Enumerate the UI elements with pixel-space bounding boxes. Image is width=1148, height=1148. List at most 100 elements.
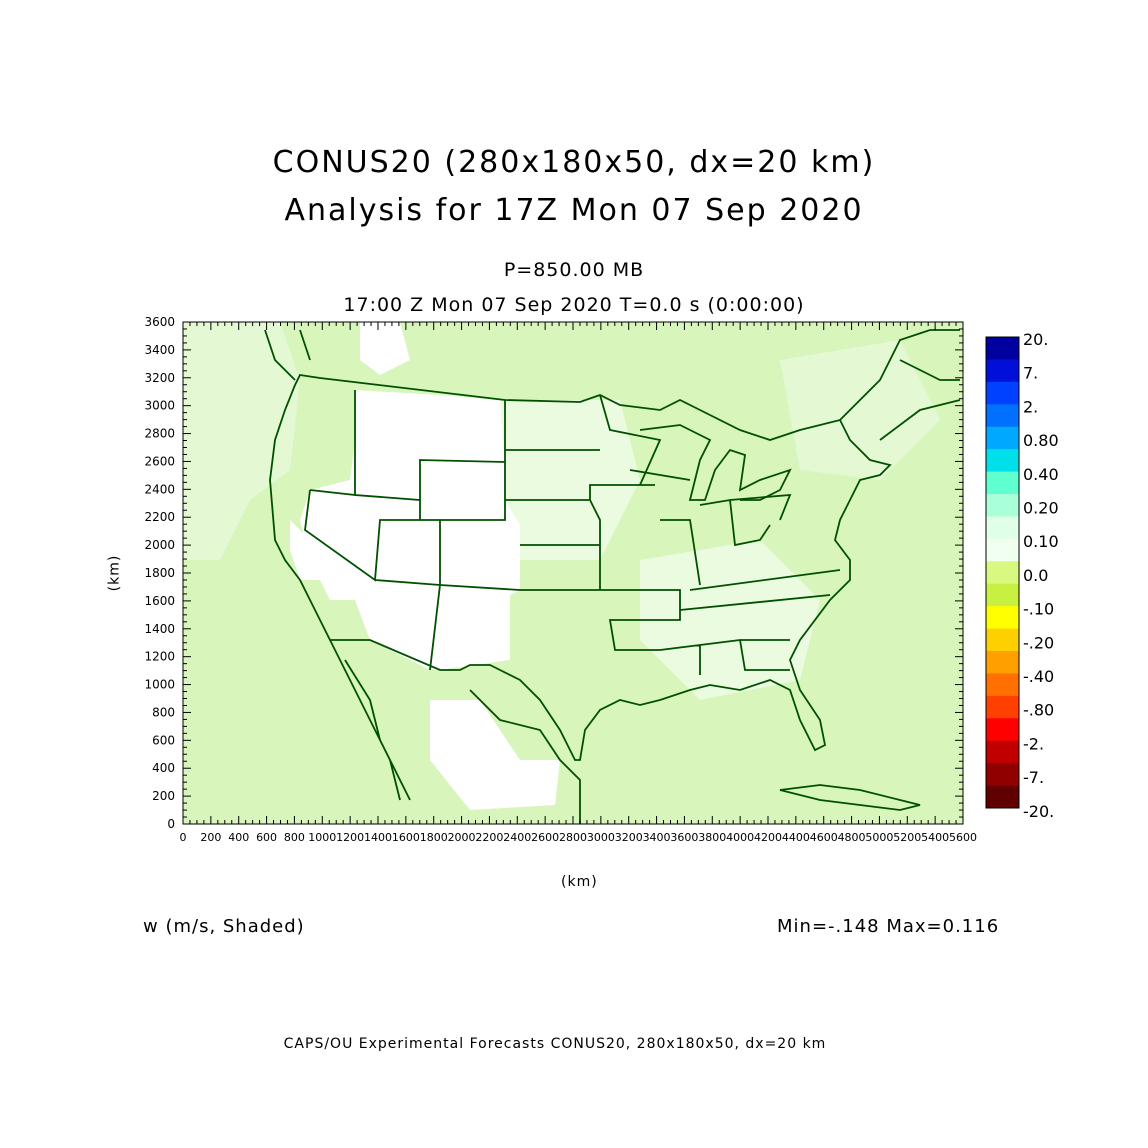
- colorbar-swatch: [986, 695, 1019, 719]
- x-tick-label: 2600: [531, 831, 559, 844]
- west-coast-north: [264, 329, 311, 381]
- x-tick-label: 4600: [810, 831, 838, 844]
- y-tick-label: 400: [152, 761, 175, 775]
- zero-region-ca: [290, 520, 320, 580]
- colorbar-swatch: [986, 740, 1019, 764]
- colorbar: 20. 7. 2. 0.80 0.40 0.20 0.10 0.0 -.10 -.20 -.40 -.…: [985, 330, 1059, 821]
- colorbar-swatch: [986, 583, 1019, 607]
- colorbar-label: 0.0: [1023, 566, 1048, 585]
- map-boundaries: [264, 329, 961, 824]
- x-tick-label: 1200: [336, 831, 364, 844]
- y-tick-label: 2400: [144, 482, 175, 496]
- colorbar-swatch: [986, 628, 1019, 652]
- colorbar-label: -7.: [1023, 768, 1044, 787]
- y-tick-label: 0: [167, 817, 175, 831]
- colorbar-label: -.80: [1023, 701, 1054, 720]
- colorbar-swatch: [986, 561, 1019, 585]
- colorbar-swatch: [986, 494, 1019, 517]
- min-max-label: Min=-.148 Max=0.116: [777, 916, 1000, 937]
- colorbar-label: 0.80: [1023, 431, 1059, 450]
- y-tick-label: 2200: [144, 510, 175, 524]
- valid-time: 17:00 Z Mon 07 Sep 2020 T=0.0 s (0:00:00…: [343, 294, 805, 316]
- x-tick-label: 3000: [587, 831, 615, 844]
- x-tick-label: 4400: [782, 831, 810, 844]
- field-patch: [780, 340, 940, 480]
- x-tick-label: 600: [256, 831, 277, 844]
- x-tick-label: 2800: [559, 831, 587, 844]
- y-tick-label: 1400: [144, 622, 175, 636]
- x-axis-label: (km): [561, 874, 598, 890]
- cuba: [779, 784, 921, 811]
- us-outline: [269, 374, 892, 761]
- colorbar-swatch: [986, 426, 1019, 450]
- colorbar-swatch: [986, 538, 1019, 562]
- colorbar-swatch: [986, 404, 1019, 428]
- colorbar-swatch: [986, 718, 1019, 742]
- colorbar-swatch: [986, 381, 1019, 405]
- axes: 0 200 400 600 800 1000 1200 1400 1600 1800 2000 220…: [144, 315, 977, 844]
- y-tick-label: 3600: [144, 315, 175, 329]
- colorbar-swatch: [986, 471, 1019, 495]
- y-tick-label: 3000: [144, 399, 175, 413]
- x-tick-label: 3800: [698, 831, 726, 844]
- colorbar-swatch: [986, 337, 1019, 360]
- x-tick-label: 400: [228, 831, 249, 844]
- y-tick-label: 800: [152, 705, 175, 719]
- colorbar-frame: [985, 336, 1020, 809]
- y-tick-label: 3400: [144, 343, 175, 357]
- state-lines: [304, 390, 841, 675]
- colorbar-label: 0.40: [1023, 465, 1059, 484]
- colorbar-swatch: [986, 449, 1019, 473]
- zero-region-north: [360, 322, 410, 375]
- colorbar-swatch: [986, 359, 1019, 383]
- x-tick-label: 3200: [615, 831, 643, 844]
- colorbar-label: -.20: [1023, 633, 1054, 652]
- canada-coast: [839, 329, 961, 441]
- colorbar-label: -.40: [1023, 667, 1054, 686]
- colorbar-label: -.10: [1023, 600, 1054, 619]
- colorbar-label: 7.: [1023, 364, 1038, 383]
- colorbar-label: -2.: [1023, 734, 1044, 753]
- x-tick-label: 1800: [420, 831, 448, 844]
- field-patch: [640, 540, 820, 700]
- x-tick-label: 3400: [643, 831, 671, 844]
- y-tick-label: 1200: [144, 650, 175, 664]
- colorbar-swatch: [986, 785, 1019, 809]
- great-lakes: [639, 424, 792, 501]
- x-tick-label: 5600: [949, 831, 977, 844]
- colorbar-label: 0.10: [1023, 532, 1059, 551]
- x-tick-label: 3600: [670, 831, 698, 844]
- y-tick-label: 1800: [144, 566, 175, 580]
- colorbar-swatch: [986, 606, 1019, 630]
- colorbar-swatch: [986, 673, 1019, 697]
- x-tick-label: 800: [284, 831, 305, 844]
- field-patch: [500, 400, 640, 560]
- plot-title-line1: CONUS20 (280x180x50, dx=20 km): [272, 145, 876, 180]
- x-tick-label: 1600: [392, 831, 420, 844]
- plot-title-line2: Analysis for 17Z Mon 07 Sep 2020: [284, 193, 864, 228]
- x-tick-label: 2000: [448, 831, 476, 844]
- y-tick-label: 2000: [144, 538, 175, 552]
- y-tick-label: 2800: [144, 427, 175, 441]
- x-tick-label: 4200: [754, 831, 782, 844]
- mexico-coast: [329, 639, 581, 824]
- colorbar-swatch: [986, 516, 1019, 540]
- field-patch: [183, 322, 300, 560]
- footer-credit: CAPS/OU Experimental Forecasts CONUS20, …: [283, 1036, 827, 1052]
- colorbar-label: 20.: [1023, 330, 1048, 349]
- y-tick-label: 200: [152, 789, 175, 803]
- x-tick-label: 0: [180, 831, 187, 844]
- zero-region-mexico: [430, 700, 560, 810]
- y-tick-label: 1000: [144, 678, 175, 692]
- x-tick-label: 5000: [865, 831, 893, 844]
- x-tick-label: 1000: [308, 831, 336, 844]
- colorbar-label: 0.20: [1023, 499, 1059, 518]
- colorbar-label: -20.: [1023, 802, 1054, 821]
- y-tick-label: 3200: [144, 371, 175, 385]
- x-tick-label: 5400: [921, 831, 949, 844]
- colorbar-swatch: [986, 651, 1019, 674]
- x-tick-label: 1400: [364, 831, 392, 844]
- y-axis-label: (km): [106, 554, 123, 592]
- plot-frame: [182, 321, 964, 825]
